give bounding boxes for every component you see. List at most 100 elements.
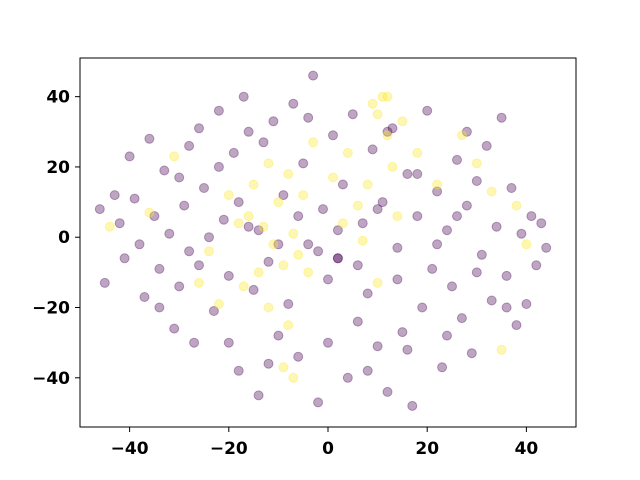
data-point-s0-37	[283, 299, 294, 309]
data-point-s1-19	[308, 137, 319, 148]
data-point-s0-57	[382, 386, 393, 397]
data-point-s0-34	[268, 116, 279, 127]
data-point-s0-10	[149, 211, 160, 222]
data-point-s1-37	[511, 200, 522, 211]
x-axis: −40 −20 0 20 40	[111, 427, 538, 459]
data-point-s0-49	[342, 372, 353, 383]
data-point-s0-80	[496, 112, 507, 123]
data-point-s0-44	[318, 204, 328, 215]
data-point-s0-25	[223, 270, 234, 281]
data-point-s0-71	[452, 154, 462, 165]
data-point-s1-12	[283, 169, 294, 179]
data-point-s0-38	[288, 98, 299, 109]
data-point-s0-18	[189, 337, 200, 348]
data-point-s1-9	[268, 239, 279, 250]
data-point-s0-23	[213, 105, 224, 116]
data-point-s0-14	[169, 323, 180, 334]
data-point-s0-24	[218, 214, 229, 225]
data-points	[94, 70, 552, 411]
data-point-s1-31	[372, 277, 383, 288]
data-point-s1-47	[223, 190, 234, 201]
x-tick-label-1: −20	[210, 439, 248, 459]
data-point-s0-31	[253, 390, 264, 401]
data-point-s0-96	[293, 211, 304, 222]
data-point-s1-0	[104, 221, 115, 232]
data-point-s0-60	[397, 327, 408, 338]
data-point-s0-36	[278, 190, 289, 201]
data-point-s0-76	[476, 249, 487, 260]
data-point-s0-29	[243, 221, 254, 232]
data-point-s0-92	[213, 161, 224, 172]
data-point-s1-26	[377, 91, 388, 102]
data-point-s0-112	[184, 140, 195, 151]
data-point-s1-21	[342, 147, 353, 158]
data-point-s1-2	[169, 151, 180, 162]
data-point-s0-97	[313, 246, 324, 257]
data-point-s0-11	[154, 263, 165, 274]
data-point-s0-51	[352, 316, 363, 327]
data-point-s0-56	[377, 197, 388, 208]
data-point-s0-41	[303, 239, 314, 250]
data-point-s0-46	[328, 130, 338, 141]
data-point-s1-48	[253, 267, 264, 278]
data-point-s1-36	[486, 186, 497, 197]
data-point-s1-13	[288, 228, 299, 239]
data-point-s0-83	[511, 320, 522, 331]
data-point-s0-6	[129, 193, 140, 204]
data-point-s1-3	[194, 277, 204, 288]
data-point-s0-63	[412, 211, 423, 222]
data-point-s0-47	[332, 253, 343, 264]
data-point-s1-44	[412, 147, 423, 158]
data-point-s0-50	[347, 109, 358, 120]
y-tick-label-4: 40	[46, 88, 70, 108]
data-point-s1-43	[337, 218, 348, 229]
data-point-s0-5	[124, 151, 135, 162]
data-point-s0-33	[263, 256, 274, 267]
data-point-s0-95	[273, 239, 284, 250]
data-point-s0-39	[293, 351, 304, 362]
data-point-s0-99	[352, 260, 363, 271]
data-point-s0-12	[159, 165, 170, 176]
data-point-s0-75	[471, 176, 482, 186]
data-point-s0-91	[194, 260, 204, 271]
data-point-s1-20	[328, 172, 338, 183]
data-point-s0-109	[362, 365, 373, 376]
data-point-s0-62	[407, 400, 418, 411]
data-point-s0-115	[382, 126, 393, 137]
data-point-s1-8	[263, 158, 274, 169]
y-tick-label-1: −20	[32, 299, 70, 319]
data-point-s0-72	[456, 313, 467, 324]
data-point-s1-15	[298, 190, 309, 201]
data-point-s0-87	[531, 260, 542, 271]
data-point-s0-53	[362, 288, 373, 299]
data-point-s1-41	[283, 320, 294, 331]
data-point-s0-88	[536, 218, 547, 229]
data-point-s1-29	[392, 211, 403, 222]
data-point-s0-17	[184, 246, 195, 257]
data-point-s0-110	[402, 344, 413, 355]
data-point-s0-27	[233, 365, 244, 376]
data-point-s0-65	[422, 105, 433, 116]
data-point-s0-74	[466, 348, 477, 359]
data-point-s0-8	[139, 292, 150, 302]
data-point-s1-38	[521, 239, 532, 250]
data-point-s0-66	[427, 263, 438, 274]
data-point-s0-67	[432, 186, 443, 197]
data-point-s1-35	[471, 158, 482, 169]
data-point-s0-30	[248, 284, 259, 295]
data-point-s0-2	[109, 190, 120, 201]
data-point-s0-52	[357, 218, 368, 229]
data-point-s1-25	[372, 109, 383, 120]
plot-area	[80, 58, 576, 427]
data-point-s1-11	[278, 260, 289, 271]
y-axis: −40 −20 0 20 40	[32, 88, 80, 389]
y-tick-label-2: 0	[58, 228, 70, 248]
data-point-s0-26	[228, 147, 239, 158]
data-point-s0-73	[461, 200, 472, 211]
data-point-s0-45	[323, 274, 333, 285]
data-point-s0-64	[417, 302, 428, 313]
data-point-s1-34	[456, 130, 467, 141]
data-point-s1-39	[496, 344, 507, 355]
data-point-s1-18	[288, 372, 299, 383]
data-point-s1-6	[248, 179, 259, 190]
